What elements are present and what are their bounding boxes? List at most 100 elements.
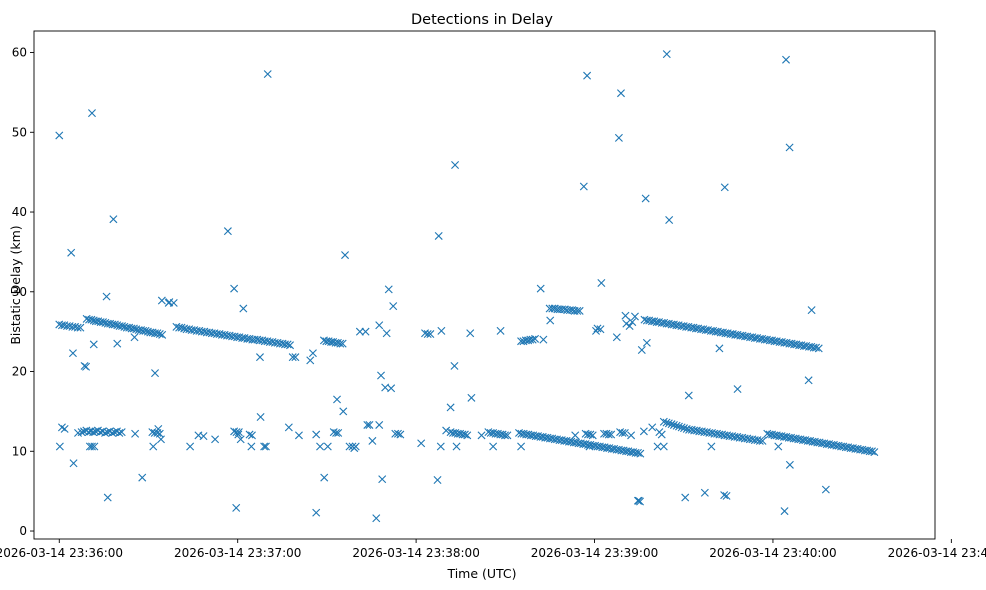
data-point xyxy=(368,436,377,445)
data-point xyxy=(372,514,381,523)
data-point xyxy=(707,442,716,451)
data-point xyxy=(339,407,348,416)
data-point xyxy=(546,316,555,325)
data-point xyxy=(157,296,166,305)
data-point xyxy=(286,341,295,350)
data-point xyxy=(804,376,813,385)
data-point xyxy=(477,431,486,440)
data-point xyxy=(575,306,584,315)
data-point xyxy=(433,475,442,484)
data-point xyxy=(625,322,634,331)
data-point xyxy=(232,503,241,512)
data-point xyxy=(288,353,297,362)
data-point xyxy=(223,227,232,236)
data-point xyxy=(60,424,69,433)
data-point xyxy=(637,346,646,354)
data-point xyxy=(234,428,243,437)
data-point xyxy=(621,311,630,320)
data-point xyxy=(528,335,537,344)
data-point xyxy=(155,330,164,339)
data-point xyxy=(684,391,693,400)
data-point xyxy=(636,497,645,506)
data-point xyxy=(573,306,582,315)
data-point xyxy=(117,428,126,437)
data-point xyxy=(662,418,671,427)
data-point xyxy=(503,431,512,440)
data-point xyxy=(177,323,186,332)
data-point xyxy=(345,442,354,451)
data-point xyxy=(247,431,256,440)
data-point xyxy=(138,473,147,482)
data-point xyxy=(312,430,321,439)
data-point xyxy=(108,428,117,437)
y-tick-label: 30 xyxy=(12,285,27,299)
data-point xyxy=(149,442,158,451)
data-point xyxy=(194,431,203,440)
data-point xyxy=(247,442,256,451)
data-point xyxy=(130,333,139,342)
y-axis: 0 10 20 30 40 50 60 xyxy=(12,46,34,538)
data-point xyxy=(592,326,600,335)
data-point xyxy=(102,292,111,301)
data-point xyxy=(785,460,794,469)
data-point xyxy=(151,369,160,378)
data-point xyxy=(627,431,636,440)
y-axis-title: Bistatic Delay (km) xyxy=(8,225,23,344)
data-point xyxy=(320,473,329,482)
y-tick-label: 10 xyxy=(12,444,27,458)
data-point xyxy=(715,344,724,353)
data-point xyxy=(239,304,248,313)
data-point xyxy=(659,417,668,426)
data-point xyxy=(782,55,791,64)
chart-title: Detections in Delay xyxy=(411,12,553,28)
data-point xyxy=(110,320,119,329)
data-point xyxy=(665,216,674,224)
data-point xyxy=(614,133,623,142)
data-point xyxy=(653,442,662,451)
data-point xyxy=(785,143,794,152)
data-point xyxy=(284,423,293,432)
data-point xyxy=(622,319,631,328)
data-point xyxy=(169,298,178,307)
data-point xyxy=(517,442,526,451)
data-point xyxy=(245,430,254,439)
data-point xyxy=(158,330,167,339)
y-tick-label: 0 xyxy=(19,524,27,538)
data-point xyxy=(74,428,82,437)
data-point xyxy=(755,436,764,445)
data-point xyxy=(720,491,729,500)
data-point xyxy=(607,430,616,439)
data-point xyxy=(73,323,82,332)
data-point xyxy=(426,330,435,339)
data-point xyxy=(616,89,625,98)
y-tick-label: 50 xyxy=(12,125,27,139)
data-point xyxy=(55,442,64,451)
data-point xyxy=(234,430,243,439)
data-point xyxy=(442,426,451,435)
data-point xyxy=(758,436,767,445)
data-point xyxy=(700,488,709,497)
data-point xyxy=(780,507,789,516)
data-point xyxy=(870,448,879,457)
data-point xyxy=(109,215,118,224)
data-point xyxy=(489,442,498,451)
data-point xyxy=(467,393,476,402)
x-tick-label: 2026-03-14 23:39:00 xyxy=(531,546,658,560)
x-tick-label: 2026-03-14 23:37:00 xyxy=(174,546,301,560)
data-point xyxy=(681,493,690,502)
data-point xyxy=(186,442,195,451)
data-point xyxy=(387,384,396,393)
data-point xyxy=(89,428,98,437)
data-point xyxy=(662,50,671,59)
data-point xyxy=(76,323,85,332)
data-point xyxy=(501,431,510,440)
data-point xyxy=(612,333,621,342)
data-point xyxy=(256,412,265,421)
data-point xyxy=(677,423,686,432)
data-point xyxy=(355,327,364,336)
data-point xyxy=(641,194,650,203)
data-point xyxy=(659,442,668,451)
data-point xyxy=(618,428,627,437)
data-point xyxy=(236,435,245,444)
data-point xyxy=(283,340,292,349)
